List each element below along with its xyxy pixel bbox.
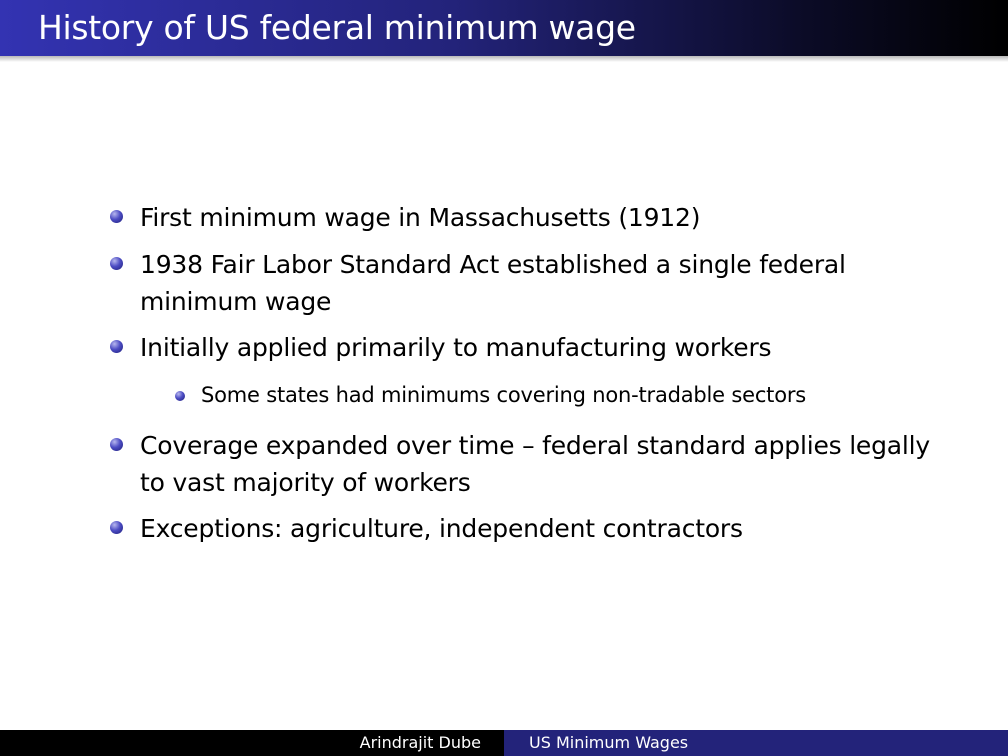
bullet-line: Coverage expanded over time – federal st… (140, 431, 930, 460)
bullet-icon (110, 210, 123, 223)
bullet-icon (110, 521, 123, 534)
footer-author: Arindrajit Dube (359, 733, 481, 752)
title-bar-shadow (0, 56, 1008, 62)
sub-bullet-item: Some states had minimums covering non-tr… (175, 380, 807, 410)
bullet-line: Initially applied primarily to manufactu… (140, 333, 772, 362)
bullet-line: First minimum wage in Massachusetts (191… (140, 203, 701, 232)
slide-title: History of US federal minimum wage (38, 8, 636, 47)
bullet-line: 1938 Fair Labor Standard Act established… (140, 250, 846, 279)
title-bar: History of US federal minimum wage (0, 0, 1008, 56)
bullet-line: Exceptions: agriculture, independent con… (140, 514, 743, 543)
footer-title-panel: US Minimum Wages (504, 730, 1008, 756)
footer-short-title: US Minimum Wages (529, 733, 689, 752)
sub-bullet-line: Some states had minimums covering non-tr… (201, 383, 807, 407)
sub-bullet-icon (175, 391, 185, 401)
bullet-item: 1938 Fair Labor Standard Act established… (110, 246, 846, 320)
footer: Arindrajit Dube US Minimum Wages (0, 730, 1008, 756)
bullet-line: minimum wage (140, 287, 332, 316)
bullet-icon (110, 257, 123, 270)
bullet-item: Coverage expanded over time – federal st… (110, 427, 930, 501)
bullet-line: to vast majority of workers (140, 468, 471, 497)
footer-author-panel: Arindrajit Dube (0, 730, 504, 756)
bullet-item: Exceptions: agriculture, independent con… (110, 510, 743, 547)
bullet-item: First minimum wage in Massachusetts (191… (110, 199, 701, 236)
bullet-item: Initially applied primarily to manufactu… (110, 329, 772, 366)
bullet-icon (110, 340, 123, 353)
bullet-icon (110, 438, 123, 451)
